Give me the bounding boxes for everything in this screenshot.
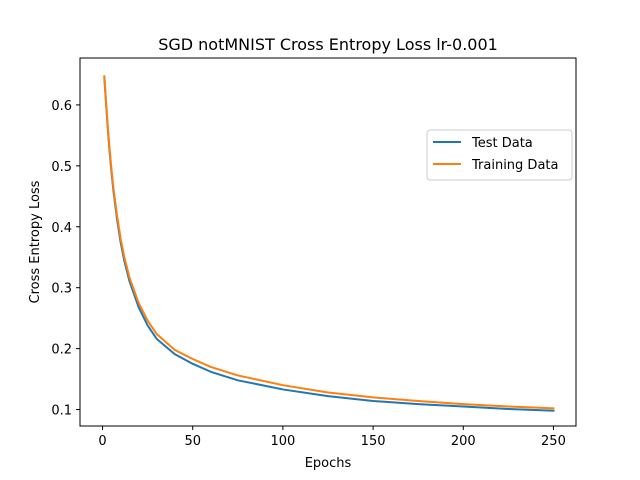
y-tick-label: 0.6 (51, 99, 72, 114)
x-axis-label: Epochs (305, 456, 352, 471)
legend-label-training-data: Training Data (471, 158, 558, 173)
plot-frame (79, 57, 577, 427)
chart-title: SGD notMNIST Cross Entropy Loss lr-0.001 (158, 35, 498, 54)
y-tick-label: 0.4 (51, 221, 72, 236)
x-tick-label: 100 (270, 434, 295, 449)
x-tick-label: 250 (541, 434, 566, 449)
legend: Test Data Training Data (426, 129, 573, 181)
y-tick-label: 0.5 (51, 160, 72, 175)
x-tick-label: 50 (184, 434, 201, 449)
y-tick-label: 0.3 (51, 282, 72, 297)
y-axis-label: Cross Entropy Loss (28, 180, 43, 303)
x-tick-label: 0 (98, 434, 106, 449)
legend-box (426, 129, 573, 181)
y-tick-label: 0.1 (51, 404, 72, 419)
series-layer (103, 75, 555, 412)
legend-label-test-data: Test Data (471, 136, 533, 151)
y-tick-label: 0.2 (51, 343, 72, 358)
series-line-training-data (103, 75, 555, 410)
x-tick-label: 150 (361, 434, 386, 449)
ticks-layer: 0 50 100 150 200 250 0.1 0.2 0.3 0.4 0.5 0.6 (51, 99, 566, 449)
x-tick-label: 200 (451, 434, 476, 449)
